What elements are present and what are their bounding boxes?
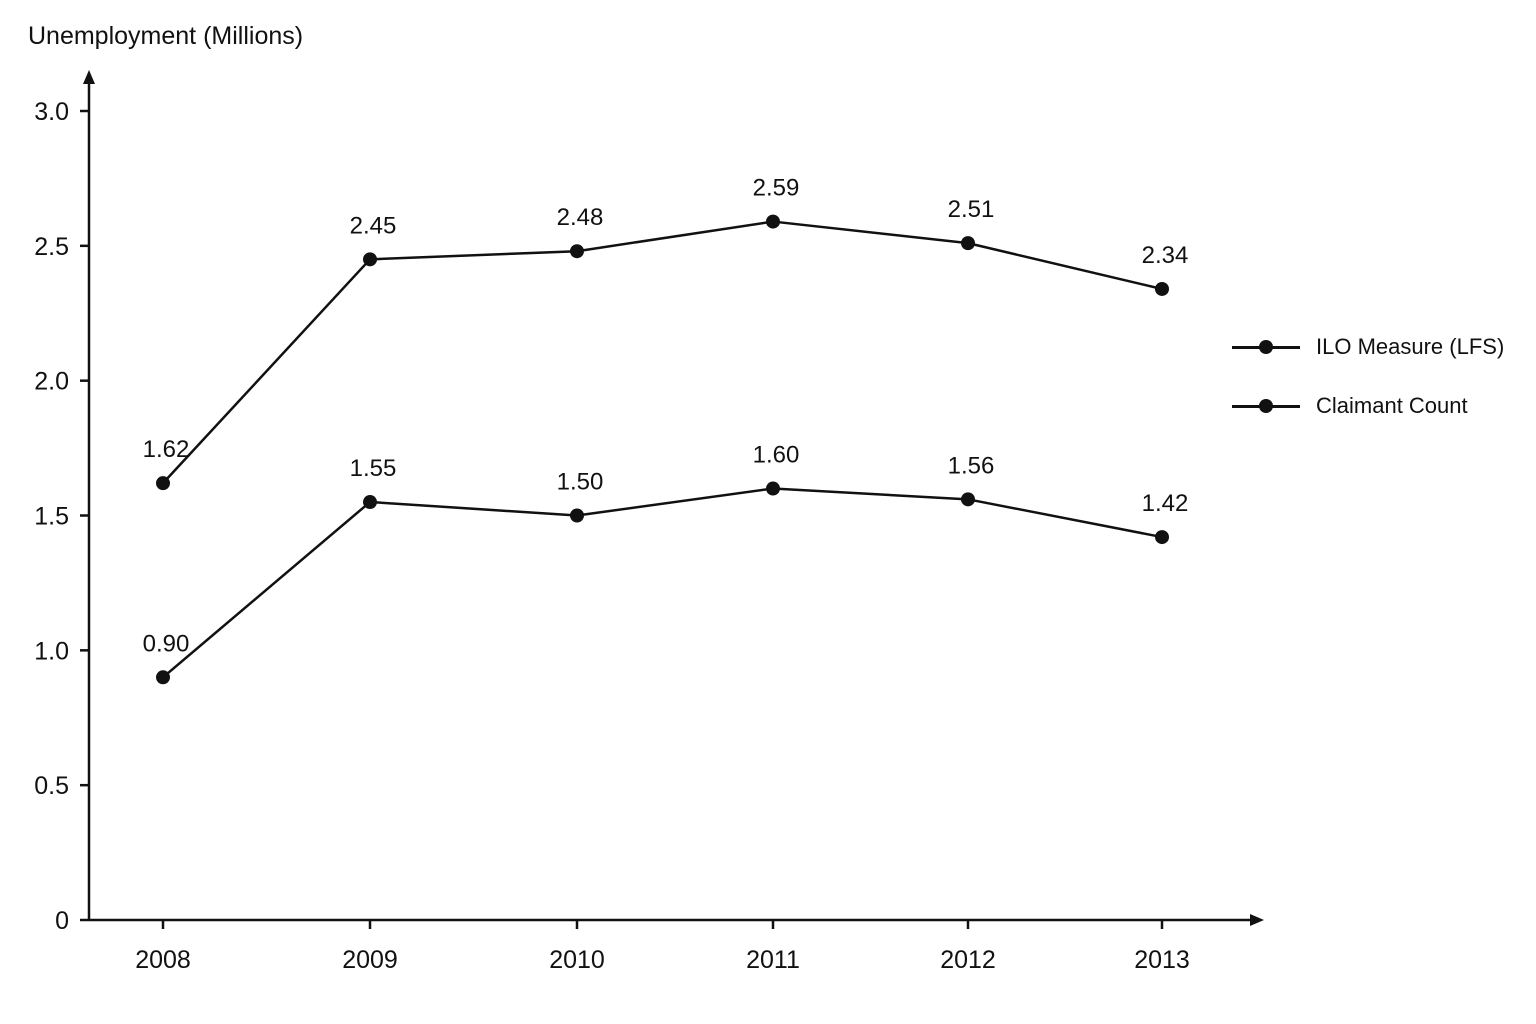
series-line-claimant: [162, 487, 1163, 679]
y-axis-arrow: [83, 70, 95, 84]
data-point: [766, 214, 780, 229]
legend-marker-claimant: [1259, 399, 1273, 413]
data-label: 1.62: [143, 436, 190, 463]
data-label: 0.90: [143, 630, 190, 657]
legend-item-claimant: Claimant Count: [1232, 389, 1532, 423]
data-point: [156, 476, 170, 491]
x-tick-label: 2009: [342, 946, 398, 974]
data-label: 2.34: [1142, 242, 1189, 269]
data-point: [1155, 530, 1169, 545]
data-point: [961, 492, 975, 507]
data-point: [766, 481, 780, 496]
x-tick-label: 2013: [1134, 946, 1190, 974]
data-point: [363, 252, 377, 267]
y-tick-label: 3.0: [34, 98, 69, 126]
data-label: 2.45: [350, 212, 397, 239]
data-point: [570, 244, 584, 259]
y-tick-label: 2.5: [34, 233, 69, 261]
y-tick-label: 0.5: [34, 772, 69, 800]
data-label: 1.60: [753, 442, 800, 469]
chart-legend: ILO Measure (LFS) Claimant Count: [1232, 330, 1532, 448]
y-tick-label: 2.0: [34, 368, 69, 396]
legend-label-ilo: ILO Measure (LFS): [1316, 334, 1505, 359]
series-line-ilo: [162, 220, 1163, 484]
legend-label-claimant: Claimant Count: [1316, 393, 1468, 418]
y-tick-label: 1.5: [34, 503, 69, 531]
legend-swatch-ilo: [1232, 337, 1300, 357]
x-tick-label: 2012: [940, 946, 996, 974]
data-point: [363, 495, 377, 510]
y-tick-label: 1.0: [34, 637, 69, 665]
data-label: 1.56: [948, 452, 995, 479]
data-label: 1.55: [350, 455, 397, 482]
x-axis-arrow: [1250, 914, 1264, 926]
x-tick-label: 2010: [549, 946, 605, 974]
legend-marker-ilo: [1259, 340, 1273, 354]
x-tick-label: 2008: [135, 946, 191, 974]
data-label: 1.50: [557, 469, 604, 496]
data-point: [156, 670, 170, 685]
y-axis-title: Unemployment (Millions): [28, 22, 304, 50]
y-tick-label: 0: [55, 907, 69, 935]
data-label: 1.42: [1142, 490, 1189, 517]
data-point: [1155, 281, 1169, 296]
data-point: [961, 236, 975, 251]
x-tick-label: 2011: [746, 946, 800, 974]
data-point: [570, 508, 584, 523]
data-label: 2.48: [557, 204, 604, 231]
legend-item-ilo: ILO Measure (LFS): [1232, 330, 1532, 364]
data-label: 2.59: [753, 175, 800, 202]
legend-swatch-claimant: [1232, 396, 1300, 416]
data-label: 2.51: [948, 196, 995, 223]
